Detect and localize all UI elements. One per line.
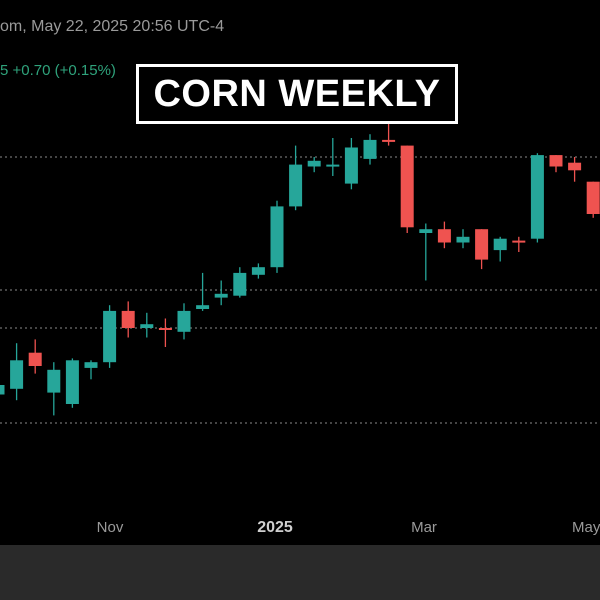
candle-body: [251, 267, 265, 275]
candle-body: [140, 324, 154, 328]
candle: [344, 138, 358, 190]
candle: [326, 138, 340, 176]
candle: [158, 318, 172, 347]
candle-body: [568, 162, 582, 171]
candle: [0, 385, 5, 395]
candle: [177, 303, 191, 340]
x-axis: Nov 2025 Mar May: [97, 519, 600, 536]
grid-lines: [0, 156, 600, 424]
candle: [493, 236, 507, 262]
candle-body: [475, 229, 489, 260]
candle-body: [363, 139, 377, 159]
candle-body: [233, 272, 247, 296]
candle-body: [177, 310, 191, 332]
candle: [363, 134, 377, 165]
source-timestamp: om, May 22, 2025 20:56 UTC-4: [0, 18, 225, 35]
candle: [307, 157, 321, 173]
x-tick-label: Nov: [97, 519, 124, 536]
candle: [530, 153, 544, 243]
chart-title-box: CORN WEEKLY: [136, 64, 458, 124]
x-tick-label: Mar: [411, 519, 437, 536]
candle: [214, 280, 228, 306]
candle-body: [121, 310, 135, 328]
candle-body: [65, 360, 79, 404]
candle: [568, 157, 582, 182]
candlestick-chart: Nov 2025 Mar May: [0, 119, 600, 536]
candle-body: [270, 206, 284, 268]
candle-body: [158, 328, 172, 330]
candle: [233, 267, 247, 298]
candle: [140, 312, 154, 338]
candle-body: [512, 240, 526, 243]
candle-body: [419, 229, 433, 233]
candle-body: [196, 305, 210, 309]
candle-body: [10, 360, 24, 389]
candle: [47, 362, 61, 416]
candle-body: [289, 164, 303, 207]
candle: [400, 145, 414, 233]
candle: [456, 229, 470, 249]
chart-title: CORN WEEKLY: [153, 72, 441, 115]
candle: [270, 200, 284, 273]
price-change: 5 +0.70 (+0.15%): [0, 62, 116, 79]
candle-body: [28, 352, 42, 366]
candles: [0, 119, 600, 416]
candle-body: [214, 293, 228, 298]
candle: [65, 358, 79, 408]
candle-body: [326, 164, 340, 167]
candle: [549, 155, 563, 173]
candle: [196, 272, 210, 311]
candle-body: [0, 385, 5, 395]
candle-body: [84, 362, 98, 368]
candle-body: [344, 147, 358, 184]
candle-body: [103, 310, 117, 363]
candle-body: [493, 238, 507, 251]
candle: [103, 305, 117, 368]
x-tick-label: May: [572, 519, 600, 536]
candle-body: [456, 236, 470, 243]
candle: [28, 339, 42, 374]
candle: [512, 236, 526, 252]
candle-body: [586, 181, 600, 214]
candle: [586, 181, 600, 218]
candle: [437, 221, 451, 249]
candle: [475, 229, 489, 270]
candle-body: [382, 139, 396, 142]
candle-body: [549, 155, 563, 167]
candle: [419, 223, 433, 281]
candle: [121, 301, 135, 338]
bottom-bar: [0, 545, 600, 600]
x-tick-label: 2025: [257, 519, 293, 536]
candle-body: [400, 145, 414, 228]
candle: [289, 145, 303, 211]
candle-body: [530, 155, 544, 239]
candle: [251, 263, 265, 279]
candle: [84, 360, 98, 380]
candle: [10, 343, 24, 401]
candle-body: [437, 229, 451, 243]
candle-body: [307, 160, 321, 167]
candle-body: [47, 369, 61, 393]
